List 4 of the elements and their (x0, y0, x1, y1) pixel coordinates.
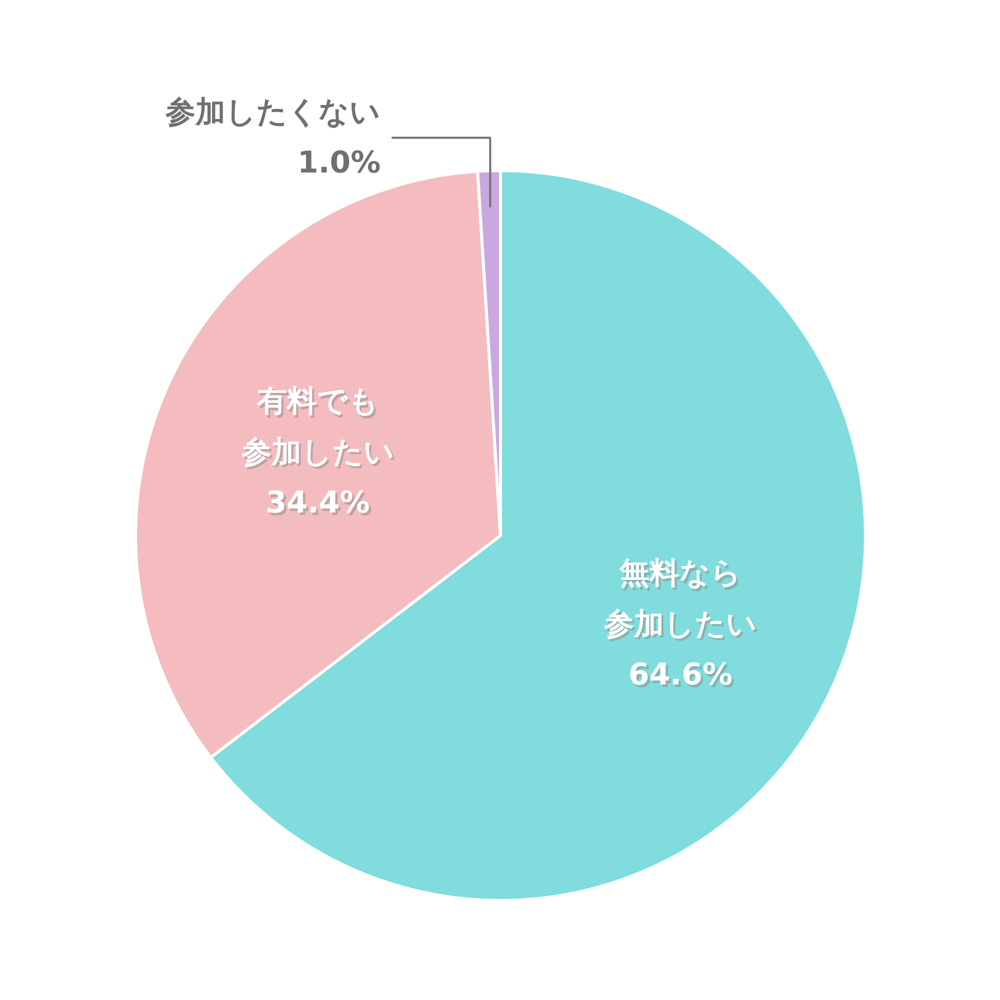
data-label: 34.4% (268, 488, 372, 523)
slice-label: 参加したくない (164, 94, 381, 130)
data-label: 1.0% (297, 146, 381, 181)
data-label: 64.6% (630, 660, 735, 695)
